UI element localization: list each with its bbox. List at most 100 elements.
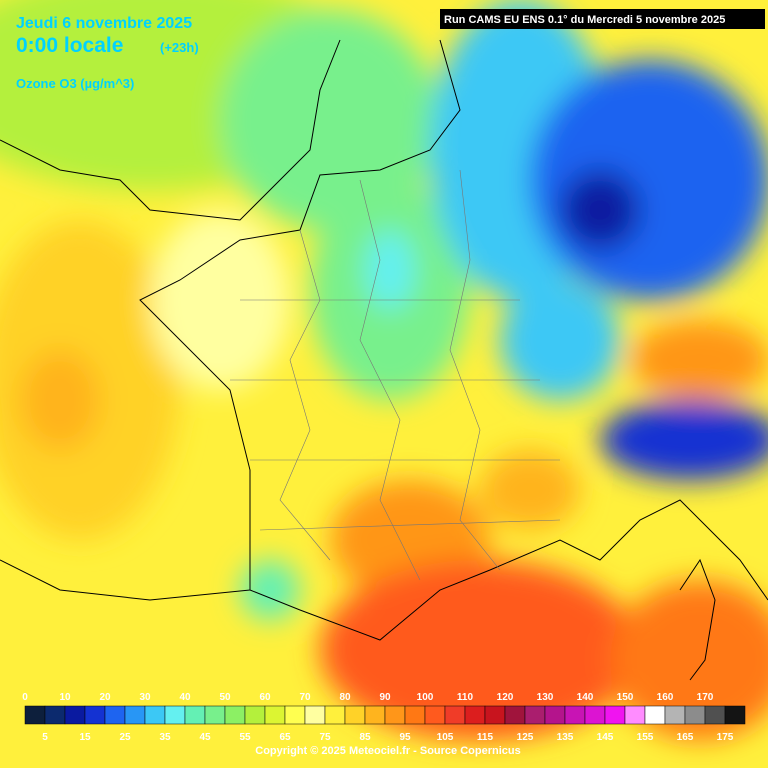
color-box [284, 705, 306, 725]
color-box [604, 705, 626, 725]
bottom-label: 95 [399, 732, 411, 743]
date: Jeudi 6 novembre 2025 [16, 15, 192, 32]
top-label: 90 [379, 692, 391, 703]
top-label: 150 [617, 692, 634, 703]
color-box [424, 705, 446, 725]
bottom-label: 135 [557, 732, 574, 743]
run-label: Run CAMS EU ENS 0.1° du Mercredi 5 novem… [444, 14, 725, 26]
top-label: 110 [457, 692, 474, 703]
coastlines [0, 39, 768, 681]
top-label: 60 [259, 692, 271, 703]
color-box [644, 705, 666, 725]
departments [230, 169, 561, 581]
top-label: 80 [339, 692, 351, 703]
field [530, 60, 768, 300]
color-box [24, 705, 46, 725]
bottom-label: 75 [319, 732, 331, 743]
bottom-label: 55 [239, 732, 251, 743]
bottom-label: 125 [517, 732, 534, 743]
color-box [624, 705, 646, 725]
color-box [524, 705, 546, 725]
field [320, 560, 640, 740]
color-box [104, 705, 126, 725]
bottom-label: 65 [279, 732, 291, 743]
color-box [44, 705, 66, 725]
spain-coast [0, 559, 251, 601]
field [480, 450, 580, 530]
color-box [564, 705, 586, 725]
top-label: 120 [497, 692, 514, 703]
bottom-label: 5 [42, 732, 48, 743]
bottom-label: 85 [359, 732, 371, 743]
top-label: 0 [22, 692, 28, 703]
color-box [664, 705, 686, 725]
top-label: 100 [417, 692, 434, 703]
run-banner [440, 9, 765, 29]
bottom-label: 155 [637, 732, 654, 743]
color-box [244, 705, 266, 725]
field [600, 400, 768, 480]
top-label: 130 [537, 692, 554, 703]
ozone-field [0, 0, 768, 740]
color-box [704, 705, 726, 725]
color-box [684, 705, 706, 725]
color-box [124, 705, 146, 725]
colorbar: 0 10 20 30 40 50 60 70 80 90 100 110 120 130 140 150 160… [22, 692, 746, 743]
coast [0, 39, 341, 221]
color-box [224, 705, 246, 725]
color-box [164, 705, 186, 725]
color-box [484, 705, 506, 725]
top-label: 50 [219, 692, 231, 703]
time: 0:00 locale [16, 34, 123, 57]
color-box [504, 705, 526, 725]
color-box [64, 705, 86, 725]
bottom-label: 105 [437, 732, 454, 743]
color-box [584, 705, 606, 725]
bottom-label: 25 [119, 732, 131, 743]
color-box [144, 705, 166, 725]
color-box [184, 705, 206, 725]
field [365, 230, 415, 310]
color-box [344, 705, 366, 725]
top-label: 70 [299, 692, 311, 703]
department-lines [230, 169, 561, 581]
field [240, 560, 300, 620]
bottom-label: 165 [677, 732, 694, 743]
bottom-label: 145 [597, 732, 614, 743]
bottom-label: 45 [199, 732, 211, 743]
color-box [724, 705, 746, 725]
color-box [204, 705, 226, 725]
bottom-label: 35 [159, 732, 171, 743]
top-label: 10 [59, 692, 71, 703]
bottom-label: 15 [79, 732, 91, 743]
color-box [544, 705, 566, 725]
offset: (+23h) [160, 40, 199, 55]
coast [139, 39, 768, 641]
field [20, 350, 100, 450]
color-box [404, 705, 426, 725]
top-label: 140 [577, 692, 594, 703]
color-box [364, 705, 386, 725]
color-box [304, 705, 326, 725]
top-label: 40 [179, 692, 191, 703]
footer: Copyright © 2025 Meteociel.fr - Source C… [255, 745, 520, 757]
variable: Ozone O3 (µg/m^3) [16, 76, 134, 91]
bottom-label: 115 [477, 732, 494, 743]
color-box [444, 705, 466, 725]
color-box [384, 705, 406, 725]
field [610, 580, 768, 740]
field [630, 320, 768, 400]
color-box [324, 705, 346, 725]
top-label: 30 [139, 692, 151, 703]
top-label: 20 [99, 692, 111, 703]
field [220, 10, 440, 230]
field [560, 170, 640, 250]
corsica [679, 558, 716, 681]
color-box [84, 705, 106, 725]
top-label: 170 [697, 692, 714, 703]
field [500, 280, 620, 400]
color-box [464, 705, 486, 725]
bottom-label: 175 [717, 732, 734, 743]
